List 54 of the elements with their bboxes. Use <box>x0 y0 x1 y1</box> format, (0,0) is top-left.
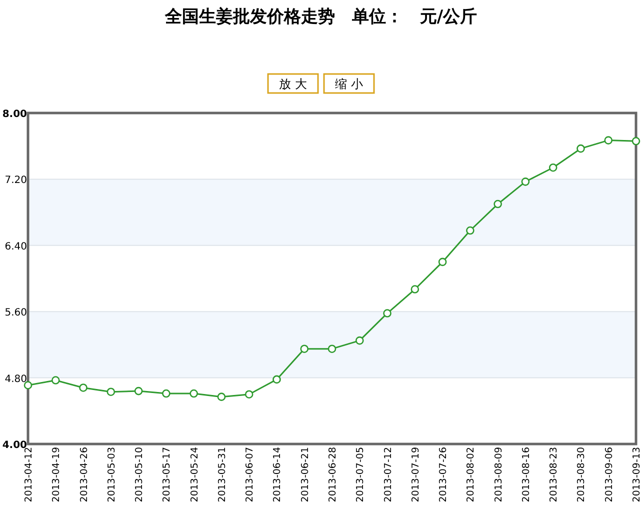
x-tick-label: 2013-08-23 <box>548 447 560 502</box>
x-tick-label: 2013-08-02 <box>466 447 477 502</box>
y-tick-label: 4.80 <box>4 374 27 385</box>
x-tick-label: 2013-07-19 <box>410 447 422 502</box>
point <box>410 285 420 294</box>
x-tick-label: 2013-07-12 <box>382 447 394 502</box>
x-tick-label: 2013-07-26 <box>438 447 450 502</box>
x-tick-label: 2013-06-14 <box>272 447 284 502</box>
point <box>51 376 60 384</box>
y-tick-label: 6.40 <box>4 241 27 252</box>
x-tick-label: 2013-04-12 <box>24 447 34 502</box>
button: 缩 小 <box>323 73 375 94</box>
chart-title: 全国生姜批发价格走势 单位： 元/公斤 <box>164 6 478 27</box>
point <box>134 386 143 396</box>
point <box>300 344 309 353</box>
x-tick-label: 2013-06-07 <box>244 447 256 502</box>
y-tick-label: 7.20 <box>4 175 27 186</box>
point <box>244 390 254 398</box>
x-tick-label: 2013-08-30 <box>576 447 588 502</box>
point <box>355 336 364 345</box>
x-tick-label: 2013-06-28 <box>328 447 338 502</box>
point <box>79 384 88 392</box>
x-tick-label: 2013-05-17 <box>162 447 173 502</box>
x-tick-label: 2013-04-19 <box>51 447 62 502</box>
point <box>438 258 447 266</box>
point <box>494 200 502 208</box>
point <box>24 381 32 390</box>
point <box>632 136 640 146</box>
x-tick-label: 2013-04-26 <box>78 447 90 502</box>
point <box>604 136 613 144</box>
point <box>190 389 198 398</box>
point <box>162 389 170 398</box>
x-tick-label: 2013-05-31 <box>216 447 228 502</box>
x-tick-label: 2013-09-13 <box>632 447 642 502</box>
x-tick-label: 2013-08-16 <box>520 447 532 502</box>
x-tick-label: 2013-08-09 <box>493 447 504 502</box>
y-tick-label: 5.60 <box>4 308 27 319</box>
point <box>328 344 336 353</box>
x-tick-label: 2013-09-06 <box>604 447 615 502</box>
x-tick-label: 2013-05-10 <box>134 447 146 502</box>
x-tick-label: 2013-06-21 <box>300 447 311 502</box>
point <box>521 178 530 186</box>
point <box>466 226 474 235</box>
point <box>272 375 281 384</box>
y-tick-label: 8.00 <box>2 109 28 120</box>
button: 放 大 <box>267 73 319 94</box>
point <box>383 309 392 318</box>
point <box>106 388 116 396</box>
x-tick-label: 2013-05-03 <box>106 447 118 502</box>
x-tick-label: 2013-07-05 <box>355 447 366 502</box>
x-tick-label: 2013-05-24 <box>189 447 200 502</box>
point <box>548 163 558 172</box>
point <box>576 144 585 153</box>
point <box>217 392 226 401</box>
